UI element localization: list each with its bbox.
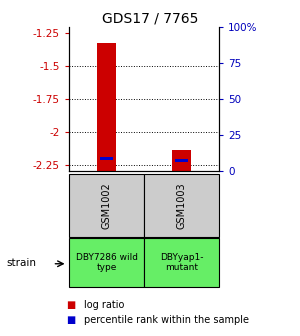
- Text: percentile rank within the sample: percentile rank within the sample: [84, 315, 249, 325]
- Text: log ratio: log ratio: [84, 300, 124, 310]
- Bar: [144, 238, 219, 287]
- Bar: [172, 150, 191, 171]
- Text: DBYyap1-
mutant: DBYyap1- mutant: [160, 253, 203, 272]
- Text: GSM1002: GSM1002: [101, 182, 112, 229]
- Bar: [175, 159, 188, 163]
- Text: DBY7286 wild
type: DBY7286 wild type: [76, 253, 137, 272]
- Bar: [144, 174, 219, 237]
- Bar: [97, 43, 116, 171]
- Bar: [100, 157, 113, 160]
- Text: GDS17 / 7765: GDS17 / 7765: [102, 12, 198, 26]
- Bar: [69, 238, 144, 287]
- Bar: [69, 174, 144, 237]
- Text: ■: ■: [66, 315, 75, 325]
- Text: GSM1003: GSM1003: [176, 182, 187, 228]
- Text: ■: ■: [66, 300, 75, 310]
- Text: strain: strain: [6, 258, 36, 268]
